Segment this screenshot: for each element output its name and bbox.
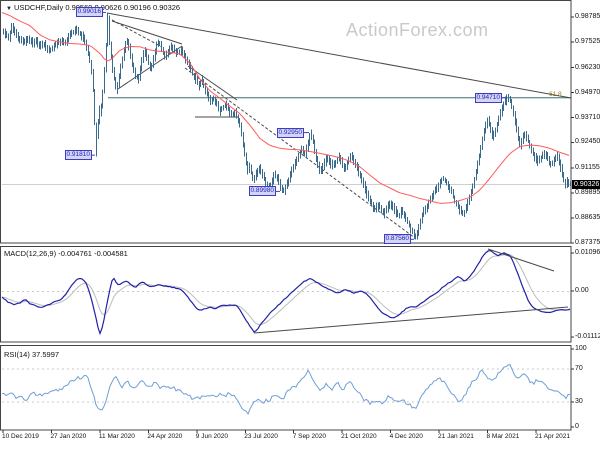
y-axis-label: 0.91155	[575, 164, 600, 172]
symbol-period: USDCHF,Daily	[14, 3, 64, 12]
macd-axis-label: 0.00	[575, 287, 589, 294]
rsi-indicator-label: RSI(14) 37.5997	[4, 350, 59, 359]
y-axis-label: 0.92450	[575, 138, 600, 146]
rsi-axis-label: 0	[575, 423, 579, 430]
chevron-down-icon[interactable]: ▼	[6, 6, 12, 12]
fib-ratio-label: 61.8	[549, 91, 562, 98]
price-level-label[interactable]: 0.99016	[75, 7, 103, 18]
macd-values: -0.004761 -0.004581	[58, 249, 128, 258]
y-axis-label: 0.94970	[575, 88, 600, 96]
macd-name: MACD(12,26,9)	[4, 249, 57, 258]
current-price-marker: 0.90326	[572, 180, 600, 190]
x-axis-label: 10 Dec 2019	[2, 433, 39, 440]
rsi-name: RSI(14)	[4, 350, 30, 359]
rsi-axis-label: 70	[575, 365, 583, 372]
price-close: 0.90326	[152, 3, 181, 12]
price-level-label[interactable]: 0.94710	[474, 92, 502, 103]
rsi-axis-label: 100	[575, 345, 587, 352]
price-level-label[interactable]: 0.87560	[383, 234, 411, 245]
x-axis-label: 27 Jan 2020	[50, 433, 87, 440]
price-level-label[interactable]: 0.91810	[64, 150, 92, 161]
x-axis-label: 7 Sep 2020	[292, 433, 326, 440]
macd-axis-label: -0.011127	[575, 333, 600, 340]
x-axis-label: 9 Jun 2020	[195, 433, 228, 440]
x-axis-label: 8 Mar 2021	[486, 433, 520, 440]
y-axis-label: 0.97525	[575, 37, 600, 45]
rsi-value: 37.5997	[31, 350, 60, 359]
y-axis-label: 0.93710	[575, 113, 600, 121]
x-axis-label: 21 Apr 2021	[534, 433, 570, 440]
x-axis-label: 23 Jul 2020	[244, 433, 278, 440]
watermark: ActionForex.com	[346, 20, 489, 40]
price-high: 0.90626	[94, 3, 122, 12]
macd-axis-label: 0.010967	[575, 249, 600, 256]
x-axis-label: 11 Mar 2020	[98, 433, 135, 440]
x-axis-label: 24 Apr 2020	[147, 433, 183, 440]
x-axis-label: 21 Oct 2020	[341, 433, 377, 440]
y-axis-label: 0.87375	[575, 239, 600, 246]
x-axis-label: 4 Dec 2020	[389, 433, 423, 440]
rsi-axis-label: 30	[575, 398, 583, 405]
y-axis-label: 0.98785	[575, 13, 600, 20]
x-axis-label: 21 Jan 2021	[438, 433, 474, 440]
y-axis-label: 0.89895	[575, 189, 600, 197]
price-level-label[interactable]: 0.92950	[276, 127, 304, 138]
y-axis-label: 0.96230	[575, 63, 600, 71]
price-low: 0.90196	[123, 3, 151, 12]
y-axis-label: 0.88635	[575, 214, 600, 222]
price-level-label[interactable]: 0.89980	[248, 186, 276, 197]
macd-indicator-label: MACD(12,26,9) -0.004761 -0.004581	[4, 249, 128, 258]
